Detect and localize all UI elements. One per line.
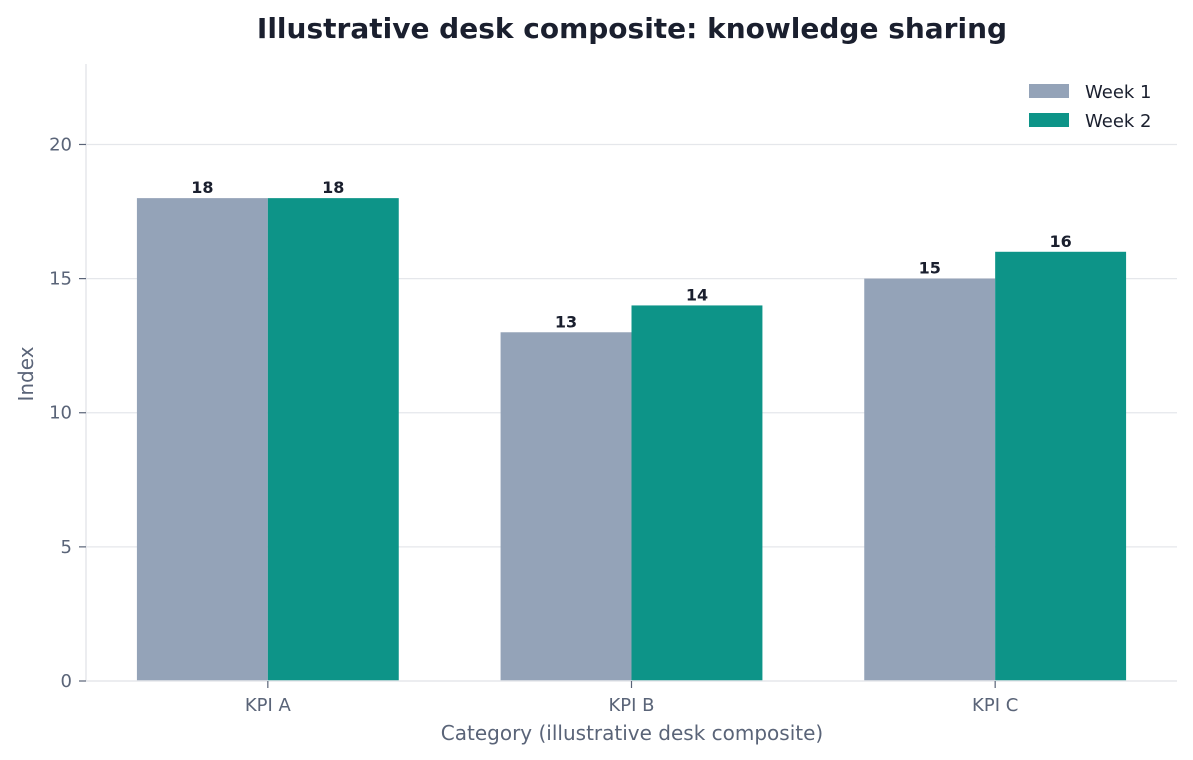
bar: [136, 198, 268, 681]
bar: [267, 198, 399, 681]
x-axis-ticks: KPI A KPI B KPI C: [245, 681, 1018, 716]
data-label: 18: [322, 178, 344, 197]
data-labels: 18 18 13 14 15 16: [191, 178, 1072, 331]
legend-swatch: [1029, 84, 1069, 98]
y-tick-label: 20: [49, 134, 72, 155]
x-tick-label: KPI C: [972, 695, 1018, 716]
y-tick-label: 0: [61, 671, 72, 692]
bar: [864, 278, 996, 681]
x-axis-label: Category (illustrative desk composite): [441, 721, 823, 745]
legend-label: Week 2: [1085, 111, 1152, 132]
y-tick-label: 15: [49, 269, 72, 290]
legend: Week 1 Week 2: [1029, 82, 1152, 132]
y-axis-label: Index: [14, 346, 38, 401]
x-tick-label: KPI A: [245, 695, 292, 716]
y-axis-ticks: 0 5 10 15 20: [49, 134, 86, 692]
data-label: 16: [1049, 232, 1071, 251]
bars: [136, 198, 1127, 682]
bar: [995, 251, 1127, 682]
y-tick-label: 5: [61, 537, 72, 558]
data-label: 14: [686, 285, 708, 304]
data-label: 13: [555, 312, 577, 331]
data-label: 18: [191, 178, 213, 197]
legend-swatch: [1029, 113, 1069, 127]
legend-label: Week 1: [1085, 82, 1152, 103]
bar: [500, 332, 632, 681]
data-label: 15: [919, 259, 941, 278]
bar: [631, 305, 763, 681]
y-tick-label: 10: [49, 403, 72, 424]
x-tick-label: KPI B: [608, 695, 654, 716]
chart-title: Illustrative desk composite: knowledge s…: [257, 12, 1007, 45]
